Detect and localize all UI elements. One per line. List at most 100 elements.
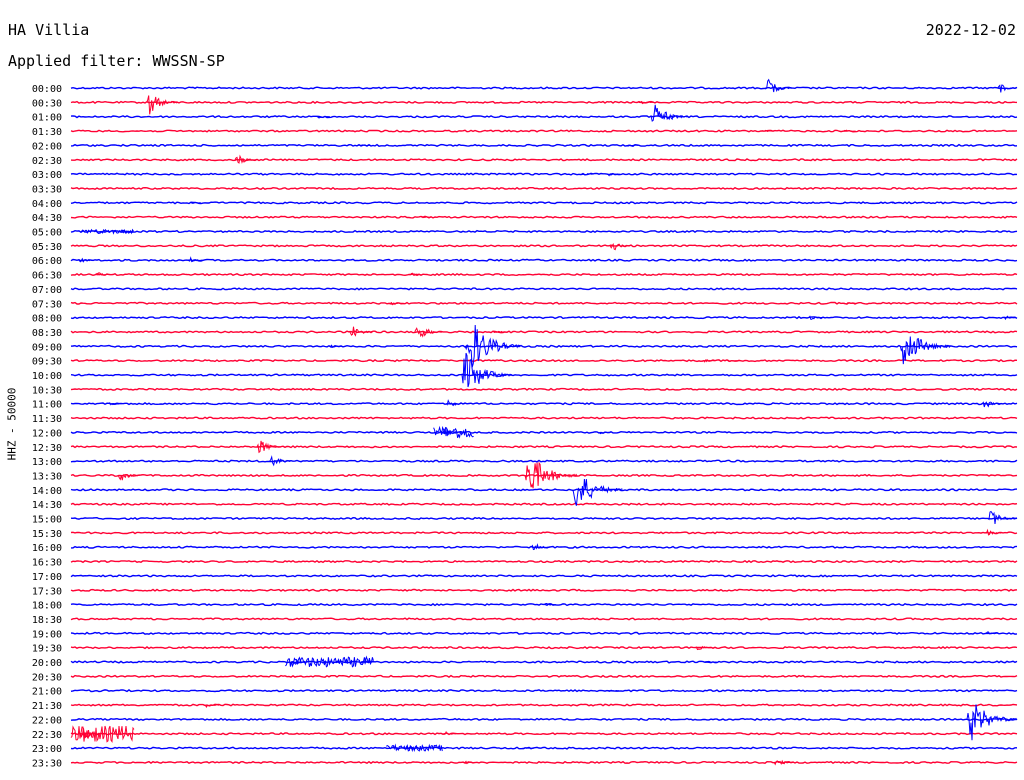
time-label-2130: 21:30 [32, 701, 62, 712]
trace-row-0100 [70, 115, 1018, 119]
time-label-2300: 23:00 [32, 744, 62, 755]
trace-row-1130 [70, 416, 1018, 420]
time-label-0530: 05:30 [32, 242, 62, 253]
event-mark-37 [981, 401, 1003, 408]
event-mark-30 [899, 336, 951, 365]
trace-row-0000 [70, 86, 1018, 90]
seismic-traces [70, 78, 1018, 766]
event-mark-12 [606, 172, 621, 177]
trace-row-0930 [70, 359, 1018, 363]
event-mark-49 [985, 631, 999, 635]
time-label-1800: 18:00 [32, 601, 62, 612]
time-labels: 00:00 00:30 01:00 01:30 02:00 02:30 03:00 03:30… [32, 84, 62, 769]
time-label-1900: 19:00 [32, 629, 62, 640]
date-label: 2022-12-02 [925, 21, 1016, 39]
event-mark-13 [190, 201, 201, 204]
event-mark-50 [695, 645, 712, 651]
time-label-0100: 01:00 [32, 113, 62, 124]
event-mark-62 [773, 759, 794, 766]
time-label-1500: 15:00 [32, 515, 62, 526]
trace-row-1500 [70, 516, 1018, 521]
time-label-0800: 08:00 [32, 314, 62, 325]
trace-row-1000 [70, 373, 1018, 377]
trace-row-0430 [70, 215, 1018, 219]
time-label-0930: 09:30 [32, 357, 62, 368]
event-mark-39 [597, 431, 611, 435]
trace-row-2100 [70, 689, 1018, 693]
trace-row-0730 [70, 301, 1018, 305]
event-mark-23 [843, 302, 856, 305]
event-mark-0 [764, 78, 792, 93]
time-label-1600: 16:00 [32, 543, 62, 554]
time-label-0500: 05:00 [32, 228, 62, 239]
event-mark-53 [704, 660, 717, 663]
trace-row-0400 [70, 201, 1018, 205]
event-mark-46 [985, 528, 1002, 536]
trace-row-1430 [70, 502, 1018, 506]
time-label-1430: 14:30 [32, 500, 62, 511]
event-mark-20 [95, 272, 110, 276]
event-mark-45 [987, 510, 1018, 524]
time-label-1300: 13:00 [32, 457, 62, 468]
burst-mark-4 [80, 228, 134, 235]
time-label-1100: 11:00 [32, 400, 62, 411]
event-mark-21 [408, 272, 422, 276]
event-mark-5 [316, 115, 331, 119]
event-mark-47 [530, 543, 551, 551]
time-label-1830: 18:30 [32, 615, 62, 626]
time-label-0330: 03:30 [32, 184, 62, 195]
time-label-0600: 06:00 [32, 256, 62, 267]
trace-row-1100 [70, 402, 1018, 406]
trace-row-2200 [70, 717, 1018, 722]
time-label-0130: 01:30 [32, 127, 62, 138]
event-mark-2 [146, 95, 179, 115]
trace-row-1630 [70, 559, 1018, 564]
trace-row-0900 [70, 344, 1018, 348]
time-label-0400: 04:00 [32, 199, 62, 210]
event-mark-1 [997, 84, 1017, 93]
trace-row-1930 [70, 646, 1018, 650]
trace-row-1400 [70, 488, 1018, 492]
event-mark-19 [187, 256, 203, 263]
time-label-1630: 16:30 [32, 558, 62, 569]
trace-row-0830 [70, 330, 1018, 334]
time-label-1230: 12:30 [32, 443, 62, 454]
trace-row-2000 [70, 660, 1018, 664]
time-label-0730: 07:30 [32, 299, 62, 310]
trace-row-2300 [70, 746, 1017, 750]
station-title: HA Villia [8, 21, 90, 39]
event-mark-29 [464, 324, 521, 368]
event-mark-22 [389, 301, 403, 306]
event-mark-55 [203, 704, 220, 708]
event-mark-38 [442, 427, 463, 437]
burst-mark-3 [433, 425, 474, 439]
trace-row-1030 [70, 387, 1018, 391]
event-mark-27 [414, 327, 442, 338]
time-label-1400: 14:00 [32, 486, 62, 497]
trace-row-2030 [70, 674, 1018, 678]
event-mark-28 [493, 330, 507, 334]
burst-mark-2 [386, 743, 443, 753]
event-mark-8 [357, 144, 370, 147]
event-mark-42 [117, 473, 141, 481]
burst-mark-0 [285, 655, 374, 668]
event-mark-34 [461, 352, 513, 388]
time-label-2330: 23:30 [32, 758, 62, 769]
event-mark-58 [442, 730, 457, 735]
trace-row-0200 [70, 143, 1018, 148]
time-label-1200: 12:00 [32, 428, 62, 439]
time-label-0830: 08:30 [32, 328, 62, 339]
event-mark-60 [521, 747, 534, 750]
time-label-2230: 22:30 [32, 730, 62, 741]
time-label-1730: 17:30 [32, 586, 62, 597]
time-label-0430: 04:30 [32, 213, 62, 224]
time-label-0700: 07:00 [32, 285, 62, 296]
time-label-0030: 00:30 [32, 98, 62, 109]
trace-row-0030 [70, 100, 1018, 104]
event-mark-36 [445, 399, 466, 407]
time-label-1700: 17:00 [32, 572, 62, 583]
event-mark-25 [1003, 315, 1017, 321]
event-mark-15 [420, 216, 432, 219]
time-label-1330: 13:30 [32, 471, 62, 482]
